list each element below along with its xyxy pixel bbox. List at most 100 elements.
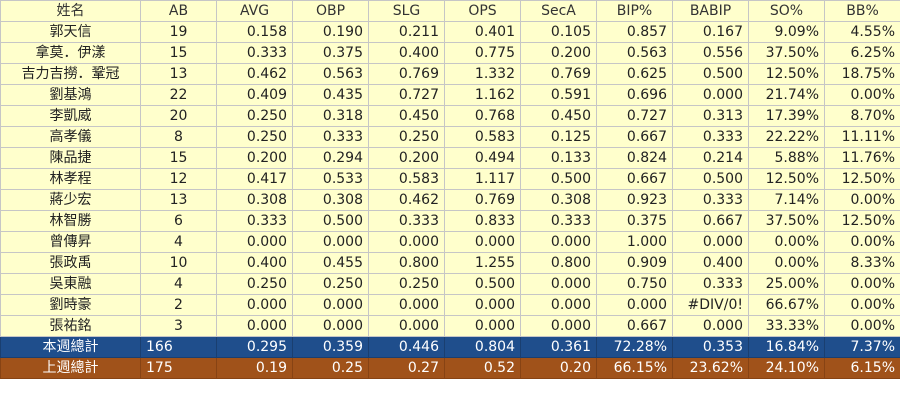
cell-ops: 0.583 <box>444 126 521 148</box>
cell-babip: 0.556 <box>672 42 749 64</box>
cell-babip: 0.167 <box>672 21 749 43</box>
cell-babip: 23.62% <box>672 357 749 379</box>
cell-bip-pct: 66.15% <box>596 357 673 379</box>
cell-seca: 0.105 <box>520 21 597 43</box>
cell-ab: 20 <box>140 105 217 127</box>
cell-bb-pct: 0.00% <box>824 294 900 316</box>
cell-babip: #DIV/0! <box>672 294 749 316</box>
cell-name: 林智勝 <box>0 210 141 232</box>
cell-slg: 0.27 <box>368 357 445 379</box>
cell-seca: 0.125 <box>520 126 597 148</box>
header-row: 姓名 AB AVG OBP SLG OPS SecA BIP% BABIP SO% BB% <box>0 0 900 22</box>
cell-bb-pct: 6.25% <box>824 42 900 64</box>
cell-slg: 0.000 <box>368 315 445 337</box>
cell-ops: 0.401 <box>444 21 521 43</box>
cell-ab: 15 <box>140 42 217 64</box>
cell-seca: 0.000 <box>520 294 597 316</box>
cell-slg: 0.000 <box>368 294 445 316</box>
table-row: 吉力吉撈．鞏冠 13 0.462 0.563 0.769 1.332 0.769 0.625 0… <box>0 63 900 85</box>
cell-so-pct: 21.74% <box>748 84 825 106</box>
cell-ops: 0.804 <box>444 336 521 358</box>
column-header-slg: SLG <box>368 0 445 22</box>
column-header-avg: AVG <box>216 0 293 22</box>
cell-so-pct: 37.50% <box>748 42 825 64</box>
cell-avg: 0.333 <box>216 210 293 232</box>
cell-ops: 0.833 <box>444 210 521 232</box>
cell-ops: 1.162 <box>444 84 521 106</box>
cell-ops: 0.000 <box>444 231 521 253</box>
cell-avg: 0.000 <box>216 294 293 316</box>
cell-name: 本週總計 <box>0 336 141 358</box>
cell-ab: 12 <box>140 168 217 190</box>
cell-babip: 0.000 <box>672 315 749 337</box>
cell-ab: 2 <box>140 294 217 316</box>
cell-ops: 0.769 <box>444 189 521 211</box>
cell-so-pct: 0.00% <box>748 252 825 274</box>
table-row: 李凱威 20 0.250 0.318 0.450 0.768 0.450 0.727 0.313… <box>0 105 900 127</box>
cell-bb-pct: 0.00% <box>824 315 900 337</box>
table-row: 林孝程 12 0.417 0.533 0.583 1.117 0.500 0.667 0.500… <box>0 168 900 190</box>
cell-ops: 0.775 <box>444 42 521 64</box>
cell-obp: 0.318 <box>292 105 369 127</box>
cell-ab: 4 <box>140 231 217 253</box>
cell-bb-pct: 8.33% <box>824 252 900 274</box>
cell-seca: 0.450 <box>520 105 597 127</box>
table-row: 郭天信 19 0.158 0.190 0.211 0.401 0.105 0.857 0.167… <box>0 21 900 43</box>
cell-so-pct: 17.39% <box>748 105 825 127</box>
table-row: 林智勝 6 0.333 0.500 0.333 0.833 0.333 0.375 0.667 3… <box>0 210 900 232</box>
cell-slg: 0.400 <box>368 42 445 64</box>
cell-babip: 0.313 <box>672 105 749 127</box>
cell-bb-pct: 11.76% <box>824 147 900 169</box>
table-row: 曾傳昇 4 0.000 0.000 0.000 0.000 0.000 1.000 0.000 0… <box>0 231 900 253</box>
cell-slg: 0.333 <box>368 210 445 232</box>
table-header: 姓名 AB AVG OBP SLG OPS SecA BIP% BABIP SO% BB% <box>0 0 900 22</box>
cell-obp: 0.250 <box>292 273 369 295</box>
cell-bip-pct: 0.696 <box>596 84 673 106</box>
cell-avg: 0.19 <box>216 357 293 379</box>
table-row: 張祐銘 3 0.000 0.000 0.000 0.000 0.000 0.667 0.000 3… <box>0 315 900 337</box>
cell-ab: 13 <box>140 189 217 211</box>
cell-name: 張祐銘 <box>0 315 141 337</box>
column-header-so-pct: SO% <box>748 0 825 22</box>
column-header-bip-pct: BIP% <box>596 0 673 22</box>
cell-name: 陳品捷 <box>0 147 141 169</box>
cell-bip-pct: 0.909 <box>596 252 673 274</box>
cell-slg: 0.250 <box>368 273 445 295</box>
cell-so-pct: 16.84% <box>748 336 825 358</box>
cell-ab: 8 <box>140 126 217 148</box>
cell-so-pct: 0.00% <box>748 231 825 253</box>
cell-obp: 0.308 <box>292 189 369 211</box>
cell-name: 吉力吉撈．鞏冠 <box>0 63 141 85</box>
cell-name: 林孝程 <box>0 168 141 190</box>
cell-seca: 0.361 <box>520 336 597 358</box>
cell-babip: 0.333 <box>672 189 749 211</box>
cell-obp: 0.455 <box>292 252 369 274</box>
table-row: 吳東融 4 0.250 0.250 0.250 0.500 0.000 0.750 0.333 2… <box>0 273 900 295</box>
cell-bip-pct: 0.000 <box>596 294 673 316</box>
column-header-ab: AB <box>140 0 217 22</box>
cell-avg: 0.295 <box>216 336 293 358</box>
cell-obp: 0.435 <box>292 84 369 106</box>
cell-bip-pct: 0.750 <box>596 273 673 295</box>
cell-ops: 1.332 <box>444 63 521 85</box>
cell-slg: 0.800 <box>368 252 445 274</box>
table-row: 劉時豪 2 0.000 0.000 0.000 0.000 0.000 0.000 #DIV/0… <box>0 294 900 316</box>
cell-obp: 0.375 <box>292 42 369 64</box>
cell-slg: 0.200 <box>368 147 445 169</box>
cell-seca: 0.591 <box>520 84 597 106</box>
cell-bb-pct: 0.00% <box>824 231 900 253</box>
cell-bb-pct: 0.00% <box>824 189 900 211</box>
cell-babip: 0.500 <box>672 63 749 85</box>
table-row: 張政禹 10 0.400 0.455 0.800 1.255 0.800 0.909 0.400… <box>0 252 900 274</box>
cell-ab: 10 <box>140 252 217 274</box>
table-row: 陳品捷 15 0.200 0.294 0.200 0.494 0.133 0.824 0.214… <box>0 147 900 169</box>
cell-babip: 0.000 <box>672 84 749 106</box>
cell-slg: 0.211 <box>368 21 445 43</box>
cell-ab: 175 <box>140 357 217 379</box>
cell-bip-pct: 0.923 <box>596 189 673 211</box>
cell-slg: 0.727 <box>368 84 445 106</box>
cell-name: 劉基鴻 <box>0 84 141 106</box>
cell-bb-pct: 4.55% <box>824 21 900 43</box>
cell-babip: 0.333 <box>672 126 749 148</box>
cell-bip-pct: 0.824 <box>596 147 673 169</box>
